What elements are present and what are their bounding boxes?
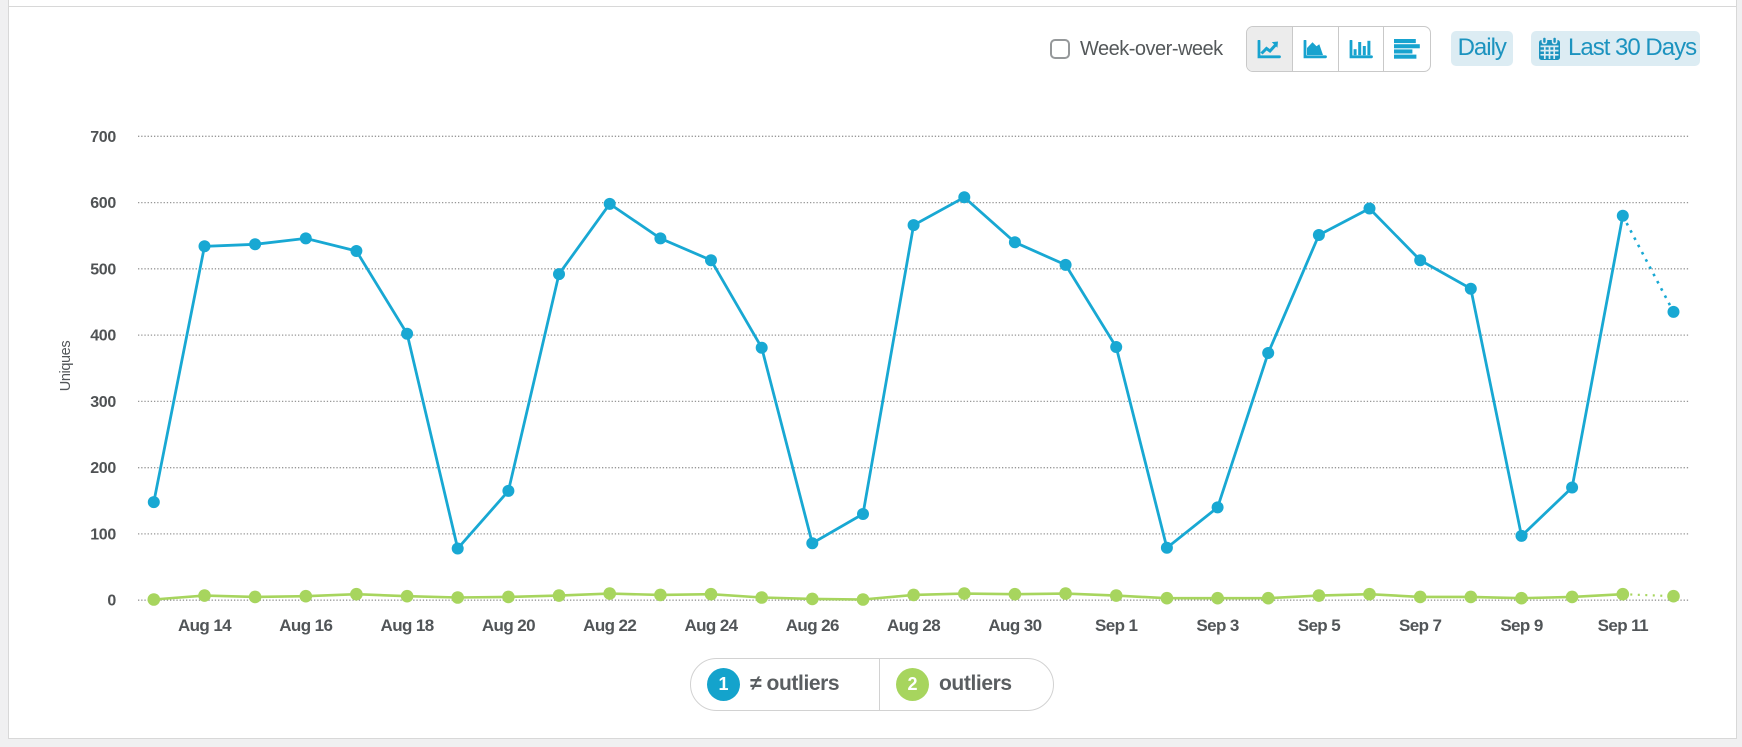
svg-text:Aug 20: Aug 20 — [482, 616, 535, 635]
svg-text:Sep 3: Sep 3 — [1196, 616, 1239, 635]
svg-text:Aug 30: Aug 30 — [988, 616, 1041, 635]
svg-text:Aug 18: Aug 18 — [381, 616, 434, 635]
svg-text:300: 300 — [90, 394, 116, 411]
svg-text:600: 600 — [90, 195, 116, 212]
svg-text:Uniques: Uniques — [58, 341, 74, 392]
svg-text:Aug 22: Aug 22 — [583, 616, 636, 635]
svg-text:Sep 1: Sep 1 — [1095, 616, 1138, 635]
svg-text:Sep 11: Sep 11 — [1598, 616, 1648, 635]
svg-text:100: 100 — [90, 526, 116, 543]
svg-text:500: 500 — [90, 261, 116, 278]
svg-text:700: 700 — [90, 129, 116, 146]
svg-text:Sep 5: Sep 5 — [1298, 616, 1341, 635]
svg-text:200: 200 — [90, 460, 116, 477]
svg-text:0: 0 — [107, 593, 116, 610]
svg-text:Aug 16: Aug 16 — [279, 616, 332, 635]
svg-text:Aug 28: Aug 28 — [887, 616, 940, 635]
svg-text:Aug 24: Aug 24 — [684, 616, 738, 635]
svg-text:Aug 26: Aug 26 — [786, 616, 839, 635]
svg-text:Sep 7: Sep 7 — [1399, 616, 1442, 635]
svg-text:400: 400 — [90, 328, 116, 345]
svg-text:Sep 9: Sep 9 — [1500, 616, 1543, 635]
svg-text:Aug 14: Aug 14 — [178, 616, 232, 635]
